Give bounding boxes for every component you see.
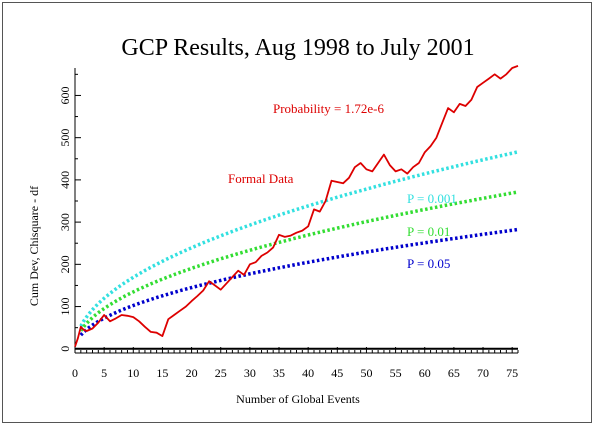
x-tick-label-40: 40 (302, 366, 314, 380)
x-tick-label-70: 70 (477, 366, 489, 380)
x-tick-label-20: 20 (186, 366, 198, 380)
x-tick-label-35: 35 (273, 366, 285, 380)
x-axis-label: Number of Global Events (236, 392, 360, 406)
p05-annotation: P = 0.05 (407, 256, 450, 271)
x-tick-label-5: 5 (101, 366, 107, 380)
x-tick-label-10: 10 (127, 366, 139, 380)
threshold-curve-1 (79, 150, 519, 328)
y-tick-label-600: 600 (58, 86, 72, 104)
x-tick-label-60: 60 (419, 366, 431, 380)
y-tick-label-300: 300 (58, 213, 72, 231)
chart-frame (2, 2, 592, 423)
x-tick-label-50: 50 (360, 366, 372, 380)
chart-title: GCP Results, Aug 1998 to July 2001 (121, 35, 474, 61)
x-tick-label-65: 65 (448, 366, 460, 380)
y-tick-label-100: 100 (58, 298, 72, 316)
threshold-curve-3 (79, 227, 519, 337)
x-tick-label-25: 25 (215, 366, 227, 380)
p01-annotation: P = 0.01 (407, 224, 450, 239)
x-tick-label-45: 45 (331, 366, 343, 380)
x-tick-label-30: 30 (244, 366, 256, 380)
formal-data-annotation: Formal Data (228, 171, 294, 186)
plot-area: 0 5 10 15 20 25 30 35 40 45 50 55 60 65 70 75 0 100 200 300… (58, 65, 519, 380)
x-tick-label-0: 0 (72, 366, 78, 380)
y-tick-label-0: 0 (58, 346, 72, 352)
threshold-curve-2 (79, 190, 519, 332)
p001-annotation: P = 0.001 (407, 191, 457, 206)
probability-annotation: Probability = 1.72e-6 (273, 101, 384, 116)
y-tick-label-500: 500 (58, 129, 72, 147)
data-series-line (74, 65, 519, 347)
y-tick-label-400: 400 (58, 171, 72, 189)
x-tick-label-75: 75 (506, 366, 518, 380)
x-tick-label-15: 15 (156, 366, 168, 380)
y-tick-label-200: 200 (58, 255, 72, 273)
x-tick-label-55: 55 (390, 366, 402, 380)
y-axis-label: Cum Dev, Chisquare - df (27, 186, 41, 306)
